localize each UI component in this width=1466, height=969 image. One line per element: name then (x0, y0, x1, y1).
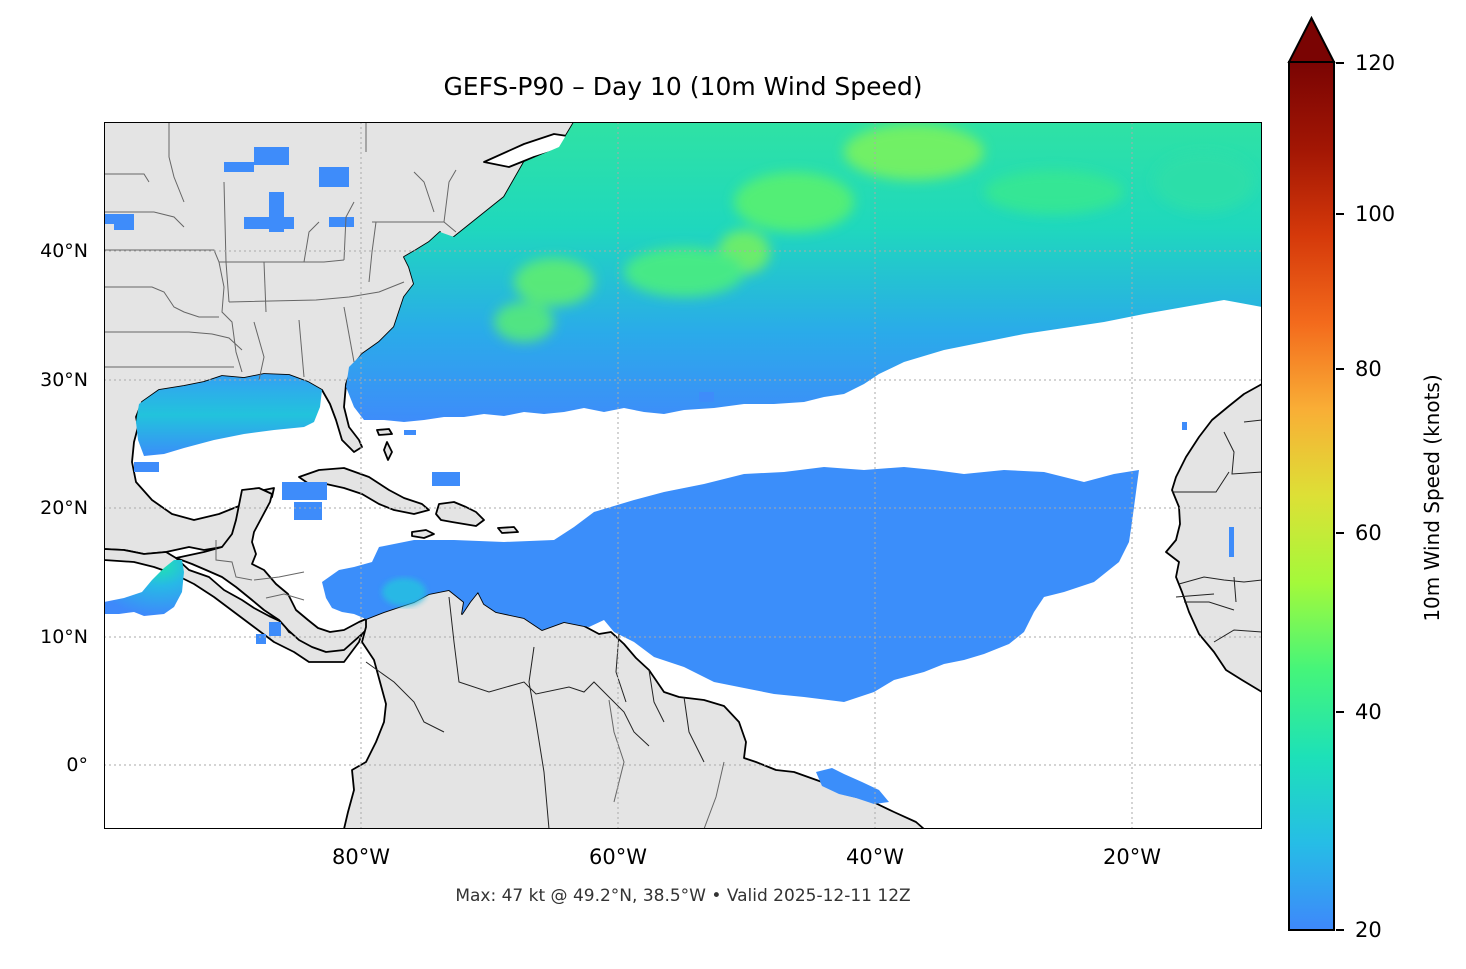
colorbar-tick (1336, 929, 1344, 931)
amazon-mouth-wind (816, 768, 889, 804)
africa-land (1165, 383, 1262, 693)
y-tick-label: 0° (66, 754, 88, 776)
colorbar-title: 10m Wind Speed (knots) (1420, 374, 1444, 622)
tropical-atlantic-wind-band (322, 467, 1139, 702)
hispaniola-land (435, 501, 485, 527)
max-valid-caption: Max: 47 kt @ 49.2°N, 38.5°W • Valid 2025… (455, 886, 911, 906)
y-tick-label: 40°N (40, 240, 88, 262)
colorbar-tick (1336, 213, 1344, 215)
y-tick-label: 30°N (40, 369, 88, 391)
x-tick-label: 80°W (332, 845, 390, 869)
map-canvas (104, 122, 1262, 829)
colorbar-tick-label: 100 (1355, 202, 1396, 226)
colorbar-tick (1336, 62, 1344, 64)
colorbar-tick (1336, 532, 1344, 534)
gulf-of-mexico-wind (136, 374, 322, 456)
colorbar-tick-label: 80 (1355, 357, 1382, 381)
colorbar-tick (1336, 368, 1344, 370)
colorbar-tick-label: 60 (1355, 521, 1382, 545)
scattered-wind-pixels (104, 147, 1234, 644)
gridlines (104, 122, 1262, 829)
colorbar-tick-label: 40 (1355, 700, 1382, 724)
jamaica-land (411, 529, 435, 539)
colorbar-extend-arrow (1287, 15, 1336, 63)
x-tick-label: 20°W (1103, 845, 1161, 869)
cuba-land (298, 467, 430, 515)
x-tick-label: 40°W (846, 845, 904, 869)
colorbar-gradient (1288, 61, 1335, 931)
colorbar (1286, 15, 1338, 934)
borders-layer (104, 122, 1262, 829)
puerto-rico-land (497, 526, 519, 534)
bahamas-land (376, 428, 393, 461)
colorbar-tick (1336, 711, 1344, 713)
wind-max-region (844, 124, 984, 180)
x-tick-label: 60°W (589, 845, 647, 869)
y-tick-label: 10°N (40, 626, 88, 648)
tehuantepec-wind-jet (104, 560, 184, 616)
map-plot-area (104, 122, 1262, 829)
wind-field-layer (104, 122, 1262, 804)
chart-title: GEFS-P90 – Day 10 (10m Wind Speed) (443, 72, 923, 101)
colorbar-tick-label: 20 (1355, 918, 1382, 942)
y-tick-label: 20°N (40, 497, 88, 519)
colorbar-tick-label: 120 (1355, 51, 1396, 75)
